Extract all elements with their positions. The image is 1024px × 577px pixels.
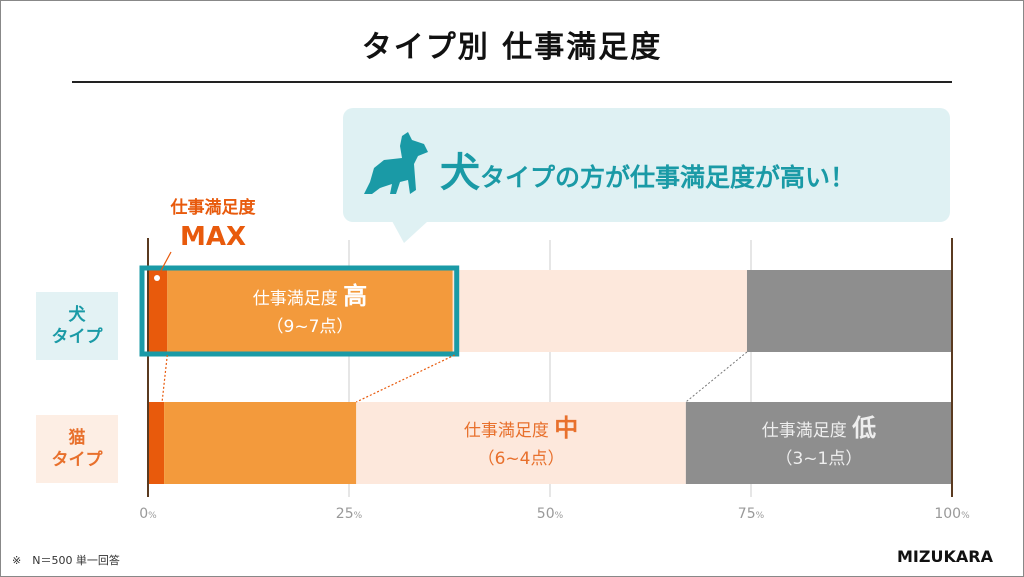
x-tick-label: 25%: [319, 506, 379, 522]
tick-unit: %: [148, 511, 157, 521]
connector-line: [685, 351, 748, 403]
segment-label-mid: 仕事満足度 中 （6~4点）: [356, 414, 686, 473]
max-label-big: MAX: [179, 222, 247, 252]
category-label-line1: 犬: [68, 305, 86, 325]
brand-logo: MIZUKARA: [897, 547, 993, 566]
max-pointer-dot: [154, 275, 160, 281]
tick-unit: %: [554, 511, 564, 521]
tick-value: 25: [335, 506, 354, 522]
connector-line: [355, 354, 455, 403]
tick-value: 0: [139, 506, 149, 522]
title-divider: [72, 81, 952, 83]
segment-text: 仕事満足度: [252, 289, 338, 309]
bar-segment: [148, 402, 165, 484]
connector-line: [161, 354, 168, 403]
segment-text: 仕事満足度: [463, 421, 549, 441]
segment-level: 中: [554, 414, 579, 442]
segment-level: 低: [852, 414, 877, 442]
callout-big: 犬: [440, 150, 480, 196]
callout-message: タイプの方が仕事満足度が高い！: [480, 163, 856, 192]
callout-tail: [392, 221, 428, 243]
footnote: ※ N＝500 単一回答: [12, 554, 120, 567]
bar-segment: [746, 270, 952, 352]
segment-label-high: 仕事満足度 高 （9~7点）: [167, 282, 452, 341]
tick-unit: %: [961, 511, 970, 521]
x-tick-label: 50%: [520, 506, 580, 522]
segment-range: （6~4点）: [477, 449, 565, 469]
tick-value: 100: [934, 506, 962, 522]
category-label-cat: 猫 タイプ: [36, 415, 118, 483]
page-title: タイプ別 仕事満足度: [361, 30, 663, 65]
segment-label-low: 仕事満足度 低 （3~1点）: [686, 414, 952, 473]
bar-segment: [356, 402, 686, 484]
bar-segment: [452, 270, 747, 352]
bar-segment: [164, 402, 357, 484]
highlight-box: [139, 265, 460, 357]
max-label: 仕事満足度: [170, 198, 256, 218]
callout-text: 犬タイプの方が仕事満足度が高い！: [440, 140, 855, 198]
bar-segment: [167, 270, 453, 352]
x-tick-label: 75%: [721, 506, 781, 522]
segment-range: （3~1点）: [775, 449, 863, 469]
category-label-dog: 犬 タイプ: [36, 292, 118, 360]
category-label-line2: タイプ: [51, 450, 103, 470]
tick-value: 75: [737, 506, 756, 522]
segment-level: 高: [343, 282, 368, 310]
category-label-line2: タイプ: [51, 327, 103, 347]
max-pointer-line: [156, 251, 172, 279]
bar-segment: [685, 402, 952, 484]
tick-unit: %: [755, 511, 765, 521]
x-tick-label: 0%: [118, 506, 178, 522]
dog-icon: [364, 132, 428, 194]
tick-value: 50: [536, 506, 555, 522]
x-tick-label: 100%: [922, 506, 982, 522]
segment-text: 仕事満足度: [761, 421, 847, 441]
category-label-line1: 猫: [68, 428, 86, 448]
segment-range: （9~7点）: [266, 317, 354, 337]
bar-segment: [148, 270, 168, 352]
callout-bubble: [343, 108, 950, 222]
tick-unit: %: [353, 511, 363, 521]
